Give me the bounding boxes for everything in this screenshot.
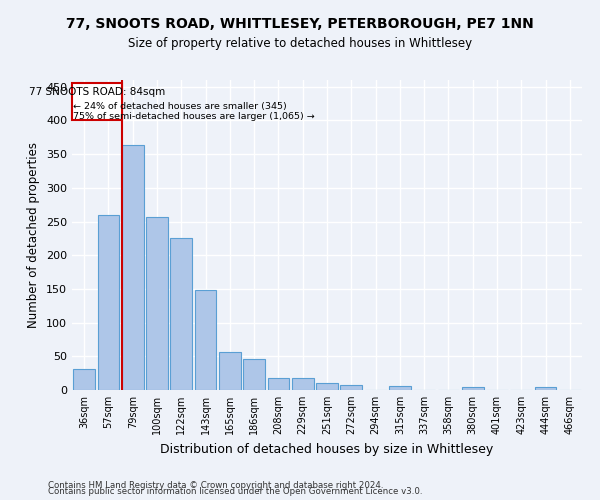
X-axis label: Distribution of detached houses by size in Whittlesey: Distribution of detached houses by size … — [160, 442, 494, 456]
Text: Contains HM Land Registry data © Crown copyright and database right 2024.: Contains HM Land Registry data © Crown c… — [48, 481, 383, 490]
Text: Contains public sector information licensed under the Open Government Licence v3: Contains public sector information licen… — [48, 488, 422, 496]
Bar — [268, 378, 289, 390]
Bar — [146, 218, 168, 390]
Bar — [97, 215, 119, 390]
Bar — [194, 290, 217, 390]
Bar — [219, 352, 241, 390]
Text: Size of property relative to detached houses in Whittlesey: Size of property relative to detached ho… — [128, 38, 472, 51]
Bar — [122, 146, 143, 390]
Bar — [535, 388, 556, 390]
Bar — [389, 386, 411, 390]
Text: 77 SNOOTS ROAD: 84sqm: 77 SNOOTS ROAD: 84sqm — [29, 86, 165, 97]
Bar — [462, 388, 484, 390]
Text: 75% of semi-detached houses are larger (1,065) →: 75% of semi-detached houses are larger (… — [73, 112, 315, 120]
Bar — [340, 384, 362, 390]
Bar — [73, 369, 95, 390]
Y-axis label: Number of detached properties: Number of detached properties — [28, 142, 40, 328]
Bar — [243, 359, 265, 390]
FancyBboxPatch shape — [72, 84, 122, 120]
Bar — [316, 382, 338, 390]
Text: ← 24% of detached houses are smaller (345): ← 24% of detached houses are smaller (34… — [73, 102, 287, 110]
Text: 77, SNOOTS ROAD, WHITTLESEY, PETERBOROUGH, PE7 1NN: 77, SNOOTS ROAD, WHITTLESEY, PETERBOROUG… — [66, 18, 534, 32]
Bar — [292, 378, 314, 390]
Bar — [170, 238, 192, 390]
